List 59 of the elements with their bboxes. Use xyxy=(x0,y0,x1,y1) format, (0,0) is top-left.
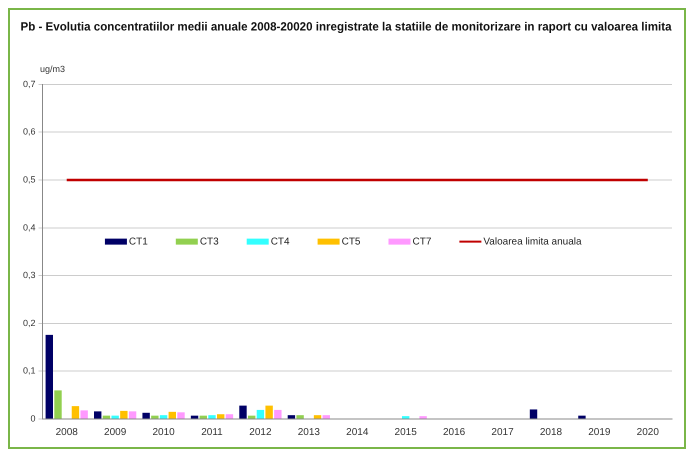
bar xyxy=(274,410,282,418)
bar xyxy=(102,416,110,418)
y-tick-label: 0,6 xyxy=(22,126,36,137)
bar xyxy=(200,416,207,418)
x-tick-label: 2020 xyxy=(636,426,660,438)
legend-label: CT7 xyxy=(412,236,432,248)
bar xyxy=(111,416,119,418)
bar xyxy=(578,416,586,418)
bar xyxy=(120,410,128,418)
bar xyxy=(80,410,88,418)
bar xyxy=(239,406,247,418)
bar xyxy=(151,416,159,418)
bar xyxy=(160,415,168,418)
bar xyxy=(217,414,224,418)
x-tick-label: 2012 xyxy=(249,426,272,438)
bar xyxy=(128,411,136,418)
bar xyxy=(177,412,185,418)
bar xyxy=(94,411,102,418)
y-tick-label: 0,1 xyxy=(22,366,36,376)
legend-label: CT1 xyxy=(128,236,148,248)
y-tick-label: 0,2 xyxy=(22,318,36,328)
legend-label: CT5 xyxy=(342,236,361,248)
bar xyxy=(46,334,53,418)
y-tick-label: 0,7 xyxy=(22,78,36,89)
legend-label: CT4 xyxy=(270,236,290,248)
bar xyxy=(296,415,304,418)
bar xyxy=(168,412,176,418)
x-tick-label: 2017 xyxy=(491,426,514,438)
bar xyxy=(54,390,62,418)
bar xyxy=(288,415,296,418)
x-tick-label: 2019 xyxy=(588,426,611,438)
y-tick-label: 0,5 xyxy=(22,174,36,184)
x-tick-label: 2016 xyxy=(442,426,466,438)
x-tick-label: 2008 xyxy=(56,426,78,438)
bar xyxy=(208,415,216,418)
bar xyxy=(322,415,330,418)
bar xyxy=(265,406,273,418)
y-tick-label: 0,4 xyxy=(22,222,36,232)
y-axis-title: ug/m3 xyxy=(40,64,66,74)
x-tick-label: 2013 xyxy=(298,426,320,438)
bar xyxy=(248,416,256,418)
chart-title: Pb - Evolutia concentratiilor medii anuale 2008-20020 inregistrate la statiile de monitorizare in raport cu valoarea limita xyxy=(20,20,672,34)
y-tick-label: 0,3 xyxy=(22,270,36,280)
bar xyxy=(190,416,198,418)
bar xyxy=(142,412,150,418)
x-tick-label: 2018 xyxy=(540,426,563,438)
y-tick-label: 0 xyxy=(30,413,36,424)
x-tick-label: 2014 xyxy=(346,426,369,438)
bar xyxy=(72,406,80,418)
legend-label: Valoarea limita anuala xyxy=(483,236,582,248)
bar xyxy=(314,415,322,418)
x-tick-label: 2011 xyxy=(201,426,224,438)
bar xyxy=(256,410,264,418)
x-tick-label: 2010 xyxy=(152,426,176,438)
bar xyxy=(530,409,538,418)
legend-label: CT3 xyxy=(200,236,220,248)
x-tick-label: 2009 xyxy=(104,426,127,438)
bar xyxy=(226,414,234,418)
x-tick-label: 2015 xyxy=(394,426,418,438)
